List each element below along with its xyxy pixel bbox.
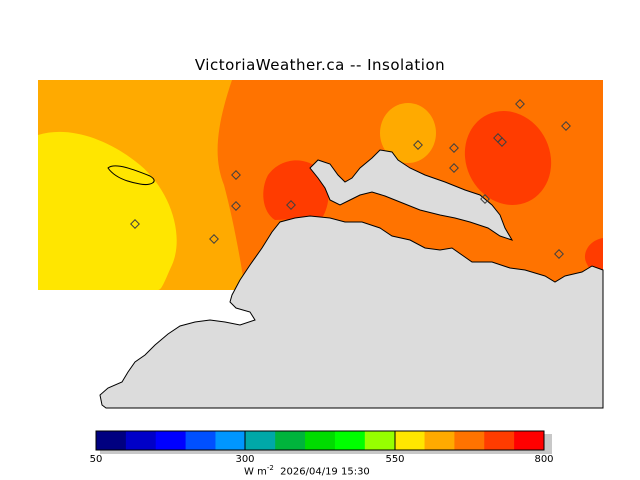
unit-exponent: -2: [266, 464, 274, 472]
colorbar-cell: [96, 431, 127, 450]
colorbar-tick-label: 300: [235, 454, 255, 465]
colorbar-cell: [394, 431, 426, 450]
station-marker: [449, 143, 459, 153]
land-island: [309, 149, 514, 241]
station-markers: [130, 99, 571, 259]
colorbar-cell: [514, 431, 545, 450]
unit-label: W m: [244, 466, 267, 478]
station-marker: [561, 121, 571, 131]
colorbar-cell: [484, 431, 515, 450]
station-marker: [480, 194, 490, 204]
colorbar-cell: [185, 431, 216, 450]
colorbar-cell: [155, 431, 187, 450]
station-marker: [231, 170, 241, 180]
field-orange-patch: [380, 103, 436, 163]
island-outline: [107, 165, 155, 185]
station-marker: [209, 234, 219, 244]
colorbar-cell: [245, 431, 276, 450]
colorbar-cell: [334, 431, 366, 450]
station-marker: [286, 200, 296, 210]
colorbar-cell: [424, 431, 455, 450]
colorbar-footer: W m-2 2026/04/19 15:30: [244, 464, 370, 477]
station-marker: [130, 219, 140, 229]
field-red-spot-2: [464, 111, 552, 205]
colorbar-tick-label: 800: [534, 454, 554, 465]
colorbar-tick-label: 550: [385, 454, 405, 465]
colorbar-cell: [275, 431, 306, 450]
station-marker: [413, 140, 423, 150]
field-red-spot-3: [584, 238, 603, 275]
colorbar-cell: [305, 431, 336, 450]
station-marker: [497, 137, 507, 147]
colorbar-tick-label: 50: [89, 454, 103, 465]
map-title: VictoriaWeather.ca -- Insolation: [194, 56, 446, 74]
station-marker: [515, 99, 525, 109]
colorbar-border: [95, 430, 545, 451]
station-marker: [554, 249, 564, 259]
field-yellow-region: [38, 131, 177, 290]
timestamp: 2026/04/19 15:30: [280, 466, 370, 478]
station-marker: [231, 201, 241, 211]
colorbar-cell: [125, 431, 157, 450]
colorbar-cell: [364, 431, 396, 450]
colorbar-cells: [96, 431, 545, 450]
land-mass: [99, 215, 604, 409]
colorbar-cell: [215, 431, 246, 450]
colorbar-cell: [454, 431, 485, 450]
field-red-spot-1: [263, 160, 329, 220]
station-marker: [449, 163, 459, 173]
